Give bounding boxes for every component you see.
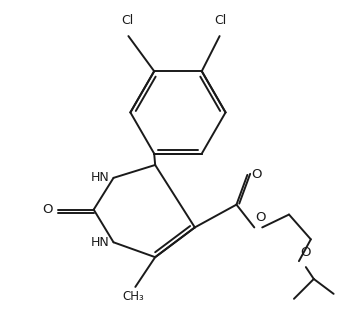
Text: Cl: Cl <box>121 14 134 27</box>
Text: O: O <box>43 203 53 216</box>
Text: HN: HN <box>91 236 110 249</box>
Text: Cl: Cl <box>215 14 227 27</box>
Text: O: O <box>255 212 266 224</box>
Text: HN: HN <box>91 172 110 184</box>
Text: CH₃: CH₃ <box>122 290 144 303</box>
Text: O: O <box>251 168 262 182</box>
Text: O: O <box>300 246 310 259</box>
